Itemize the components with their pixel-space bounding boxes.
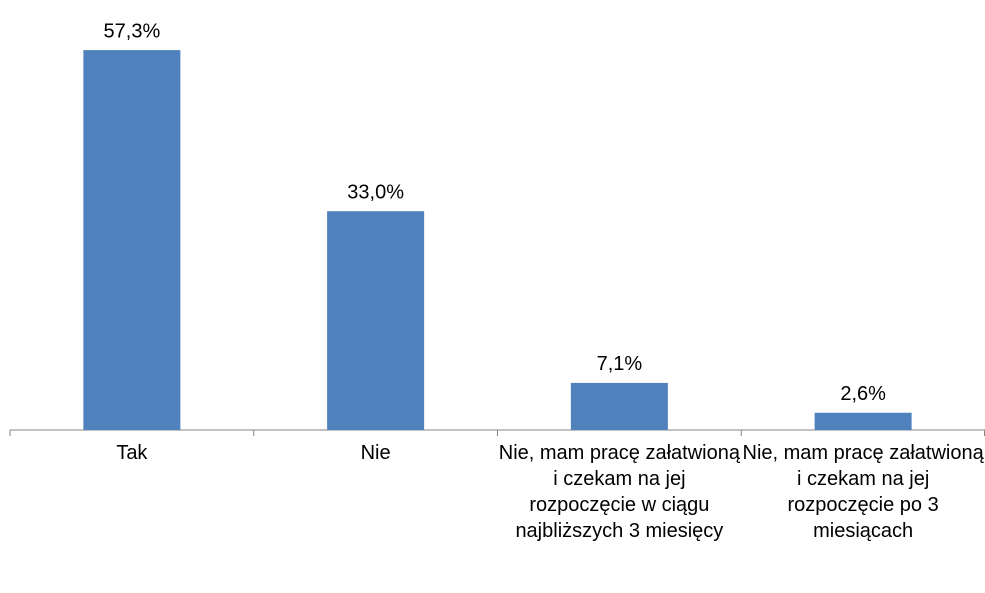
bar (814, 412, 912, 430)
x-tick-label: Nie, mam pracę załatwioną i czekam na je… (742, 442, 984, 542)
bar (83, 50, 181, 430)
bar (570, 382, 668, 430)
data-label: 7,1% (597, 353, 643, 375)
x-tick-label: Nie, mam pracę załatwioną i czekam na je… (498, 442, 740, 542)
x-tick-label: Tak (116, 442, 148, 464)
x-tick-label: Nie (360, 442, 391, 464)
bar (327, 211, 425, 430)
data-label: 33,0% (347, 181, 404, 203)
data-label: 57,3% (104, 20, 161, 42)
data-label: 2,6% (840, 383, 886, 405)
